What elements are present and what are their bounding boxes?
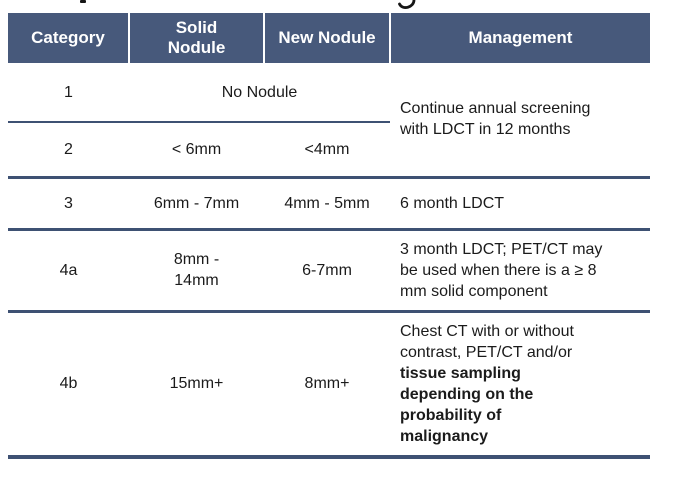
- cell-management-4a: 3 month LDCT; PET/CT may be used when th…: [390, 229, 650, 313]
- cell-management-3: 6 month LDCT: [390, 177, 650, 231]
- management-text: Chest CT with or without contrast, PET/C…: [400, 322, 574, 361]
- management-text: Continue annual screening with LDCT in 1…: [400, 100, 591, 139]
- cell-solid-nodule-4a: 8mm - 14mm: [129, 229, 264, 313]
- cell-category-4b: 4b: [8, 311, 129, 459]
- cell-management-rows-1-2: Continue annual screening with LDCT in 1…: [390, 63, 650, 179]
- cell-new-nodule-4a: 6-7mm: [264, 229, 390, 313]
- nodule-screening-management-table: Category Solid Nodule New Nodule Managem…: [8, 13, 650, 459]
- cropped-title-strip: [0, 0, 687, 11]
- table-row-category-2: 2 < 6mm <4mm: [8, 122, 650, 179]
- cell-category-2: 2: [8, 122, 129, 179]
- title-text-fragment-dot: [80, 0, 86, 3]
- title-descender-g-fragment: [398, 0, 416, 9]
- cell-new-nodule-2: <4mm: [264, 122, 390, 179]
- cell-category-3: 3: [8, 177, 129, 231]
- cell-no-nodule-merged: No Nodule: [129, 63, 390, 123]
- cell-solid-nodule-4b: 15mm+: [129, 311, 264, 459]
- cell-new-nodule-3: 4mm - 5mm: [264, 177, 390, 231]
- cell-category-4a: 4a: [8, 229, 129, 313]
- header-management: Management: [389, 13, 650, 63]
- management-bold-text: tissue sampling depending on the probabi…: [400, 364, 534, 445]
- table-row-category-1: 1 No Nodule Continue annual screening wi…: [8, 63, 650, 179]
- cell-new-nodule-4b: 8mm+: [264, 311, 390, 459]
- header-category: Category: [8, 13, 129, 63]
- header-solid-nodule: Solid Nodule: [128, 13, 264, 63]
- table-row-category-4a: 4a 8mm - 14mm 6-7mm 3 month LDCT; PET/CT…: [8, 229, 650, 313]
- header-row: Category Solid Nodule New Nodule Managem…: [8, 13, 650, 63]
- management-text: 6 month LDCT: [400, 194, 505, 212]
- cell-management-4b: Chest CT with or without contrast, PET/C…: [390, 311, 650, 459]
- table-row-category-4b: 4b 15mm+ 8mm+ Chest CT with or without c…: [8, 311, 650, 459]
- cell-solid-nodule-3: 6mm - 7mm: [129, 177, 264, 231]
- header-new-nodule: New Nodule: [263, 13, 390, 63]
- cell-solid-nodule-2: < 6mm: [129, 122, 264, 179]
- management-text: 3 month LDCT; PET/CT may be used when th…: [400, 240, 603, 300]
- table-row-category-3: 3 6mm - 7mm 4mm - 5mm 6 month LDCT: [8, 177, 650, 231]
- cell-category-1: 1: [8, 63, 129, 123]
